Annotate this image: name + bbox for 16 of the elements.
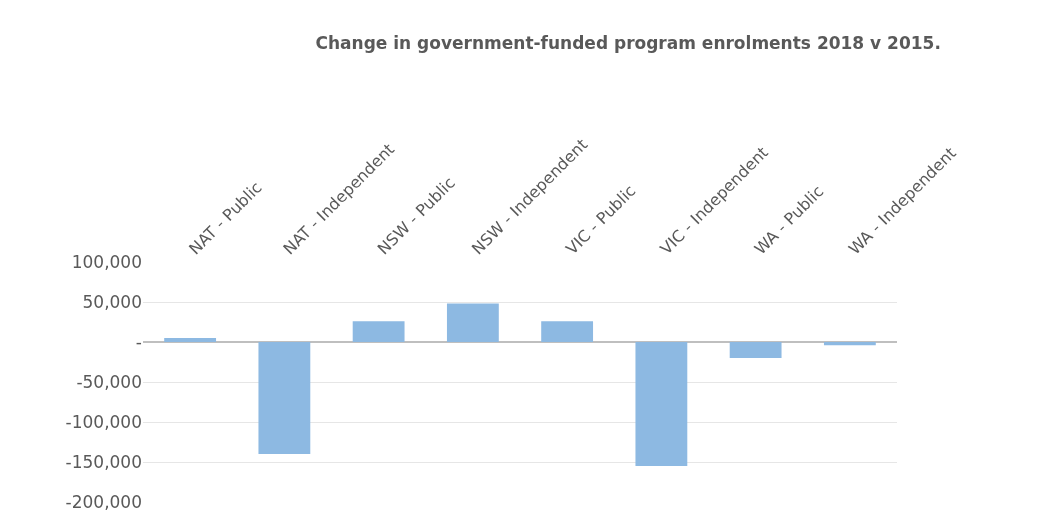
bar (352, 321, 405, 342)
y-tick-label: -150,000 (65, 451, 142, 472)
y-tick-label: -50,000 (76, 371, 142, 392)
bar (635, 342, 688, 466)
chart-title: Change in government-funded program enrolments 2018 v 2015. (315, 32, 941, 53)
y-tick-label: -200,000 (65, 491, 142, 512)
bar (446, 303, 499, 342)
bar (258, 342, 311, 454)
y-tick-label: - (135, 331, 142, 352)
y-tick-label: 50,000 (82, 291, 142, 312)
bar (729, 342, 782, 358)
y-tick-label: -100,000 (65, 411, 142, 432)
y-tick-label: 100,000 (71, 251, 142, 272)
bar (541, 321, 594, 342)
bar (164, 338, 217, 342)
bar (823, 342, 876, 346)
